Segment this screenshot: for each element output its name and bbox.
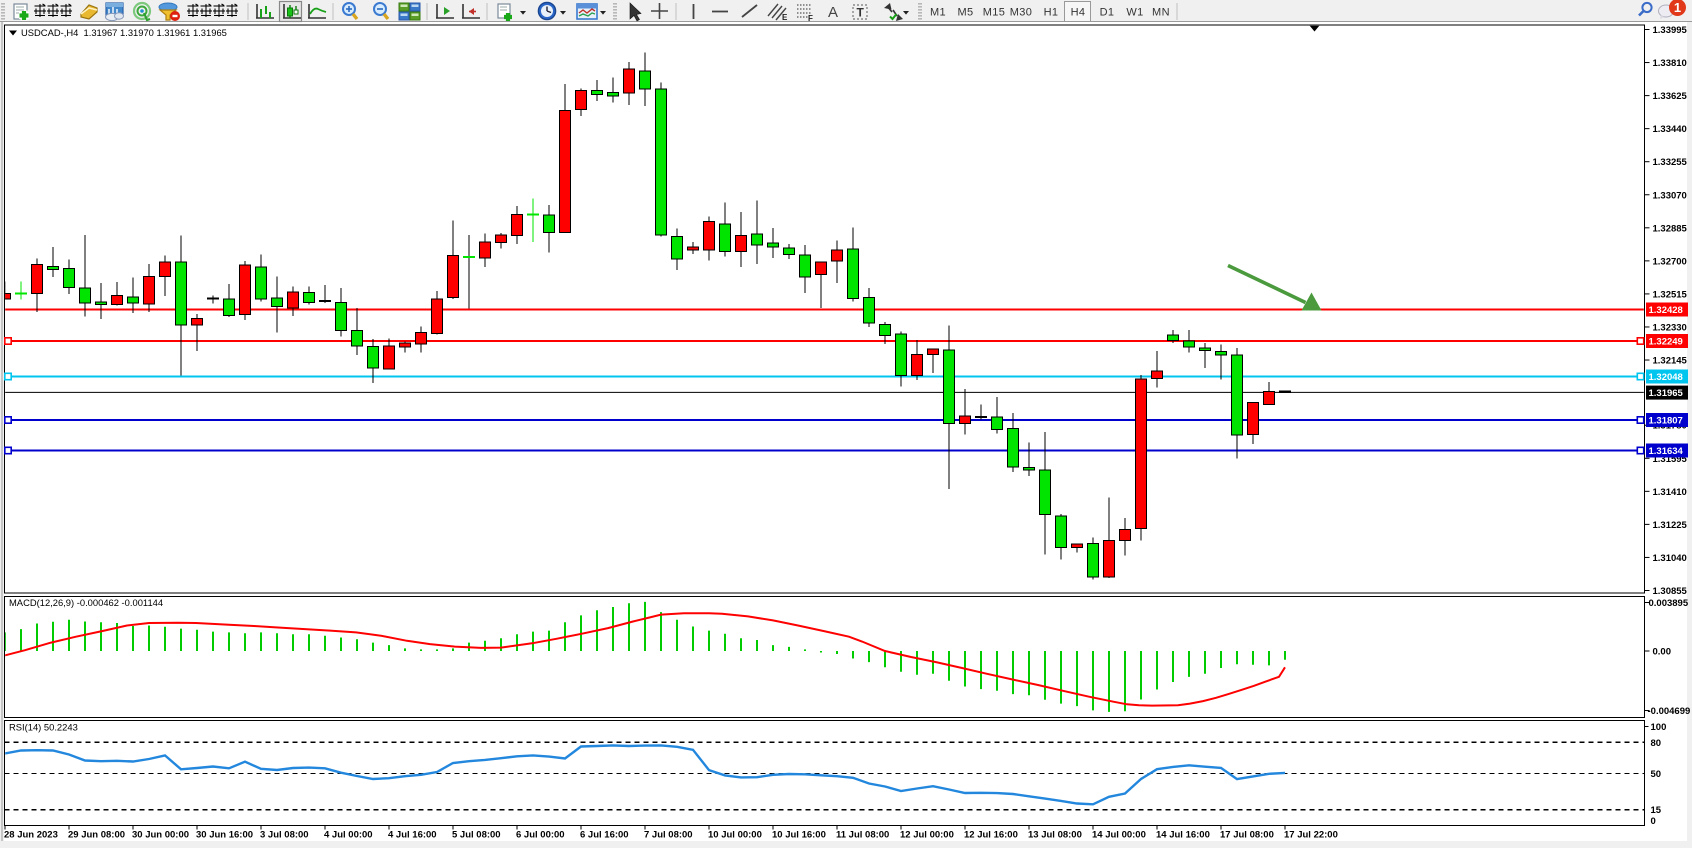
svg-text:M15: M15: [983, 7, 1006, 19]
svg-text:17 Jul 22:00: 17 Jul 22:00: [1284, 830, 1338, 841]
svg-text:1.33995: 1.33995: [1653, 25, 1688, 36]
svg-text:14 Jul 16:00: 14 Jul 16:00: [1156, 830, 1210, 841]
svg-text:6 Jul 00:00: 6 Jul 00:00: [516, 830, 565, 841]
svg-text:M30: M30: [1010, 7, 1033, 19]
svg-text:1.33440: 1.33440: [1653, 124, 1687, 135]
svg-text:1.32700: 1.32700: [1653, 256, 1687, 267]
svg-text:M1: M1: [930, 7, 946, 19]
svg-text:14 Jul 00:00: 14 Jul 00:00: [1092, 830, 1146, 841]
svg-text:12 Jul 00:00: 12 Jul 00:00: [900, 830, 954, 841]
svg-text:12 Jul 16:00: 12 Jul 16:00: [964, 830, 1018, 841]
svg-text:30 Jun 16:00: 30 Jun 16:00: [196, 830, 253, 841]
svg-text:1.31040: 1.31040: [1653, 553, 1687, 564]
svg-text:1.31595: 1.31595: [1653, 454, 1688, 465]
svg-text:-0.004699: -0.004699: [1648, 706, 1691, 717]
svg-text:E: E: [782, 13, 788, 22]
svg-text:1.33255: 1.33255: [1653, 157, 1688, 168]
svg-text:H1: H1: [1044, 7, 1059, 19]
svg-text:29 Jun 08:00: 29 Jun 08:00: [68, 830, 125, 841]
svg-text:M5: M5: [957, 7, 973, 19]
svg-text:USDCAD-,H4 1.31967 1.31970 1.: USDCAD-,H4 1.31967 1.31970 1.31961 1.319…: [21, 27, 227, 38]
svg-text:50: 50: [1651, 769, 1662, 780]
svg-text:11 Jul 08:00: 11 Jul 08:00: [836, 830, 889, 841]
svg-text:28 Jun 2023: 28 Jun 2023: [4, 830, 58, 841]
svg-text:D1: D1: [1100, 7, 1115, 19]
svg-text:1.32048: 1.32048: [1649, 372, 1683, 383]
svg-text:30 Jun 00:00: 30 Jun 00:00: [132, 830, 189, 841]
svg-text:1.31225: 1.31225: [1653, 520, 1688, 531]
svg-text:15: 15: [1651, 805, 1662, 816]
svg-text:1.33810: 1.33810: [1653, 58, 1687, 69]
svg-text:MN: MN: [1152, 7, 1170, 19]
svg-text:6 Jul 16:00: 6 Jul 16:00: [580, 830, 629, 841]
svg-text:1.33070: 1.33070: [1653, 190, 1687, 201]
svg-text:1.32428: 1.32428: [1649, 305, 1683, 316]
svg-text:W1: W1: [1126, 7, 1143, 19]
svg-text:A: A: [828, 4, 838, 21]
svg-text:4 Jul 16:00: 4 Jul 16:00: [388, 830, 437, 841]
svg-text:3 Jul 08:00: 3 Jul 08:00: [260, 830, 309, 841]
svg-text:RSI(14) 50.2243: RSI(14) 50.2243: [9, 722, 78, 733]
svg-text:0.003895: 0.003895: [1649, 598, 1689, 609]
svg-text:7 Jul 08:00: 7 Jul 08:00: [644, 830, 693, 841]
svg-text:1.32515: 1.32515: [1653, 289, 1688, 300]
svg-text:17 Jul 08:00: 17 Jul 08:00: [1220, 830, 1274, 841]
svg-text:1.33625: 1.33625: [1653, 91, 1688, 102]
svg-text:1.31634: 1.31634: [1649, 446, 1684, 457]
svg-text:0: 0: [1651, 816, 1656, 827]
svg-text:4 Jul 00:00: 4 Jul 00:00: [324, 830, 373, 841]
svg-text:1.31965: 1.31965: [1649, 388, 1684, 399]
svg-text:MACD(12,26,9) -0.000462 -0.001: MACD(12,26,9) -0.000462 -0.001144: [9, 597, 163, 608]
svg-text:1.31807: 1.31807: [1649, 416, 1683, 427]
svg-text:80: 80: [1651, 738, 1662, 749]
svg-text:1.32885: 1.32885: [1653, 223, 1688, 234]
svg-text:1.31410: 1.31410: [1653, 487, 1687, 498]
svg-text:T: T: [857, 6, 865, 20]
svg-text:1.32330: 1.32330: [1653, 322, 1687, 333]
svg-text:1: 1: [1674, 0, 1681, 15]
svg-text:100: 100: [1651, 722, 1667, 733]
svg-text:F: F: [808, 14, 813, 23]
svg-text:1.30855: 1.30855: [1653, 586, 1688, 597]
svg-text:0.00: 0.00: [1653, 647, 1672, 658]
svg-text:13 Jul 08:00: 13 Jul 08:00: [1028, 830, 1082, 841]
svg-text:5 Jul 08:00: 5 Jul 08:00: [452, 830, 501, 841]
svg-text:1.32249: 1.32249: [1649, 337, 1683, 348]
svg-text:H4: H4: [1071, 7, 1086, 19]
svg-text:1.32145: 1.32145: [1653, 356, 1688, 367]
svg-text:10 Jul 16:00: 10 Jul 16:00: [772, 830, 826, 841]
svg-text:10 Jul 00:00: 10 Jul 00:00: [708, 830, 762, 841]
